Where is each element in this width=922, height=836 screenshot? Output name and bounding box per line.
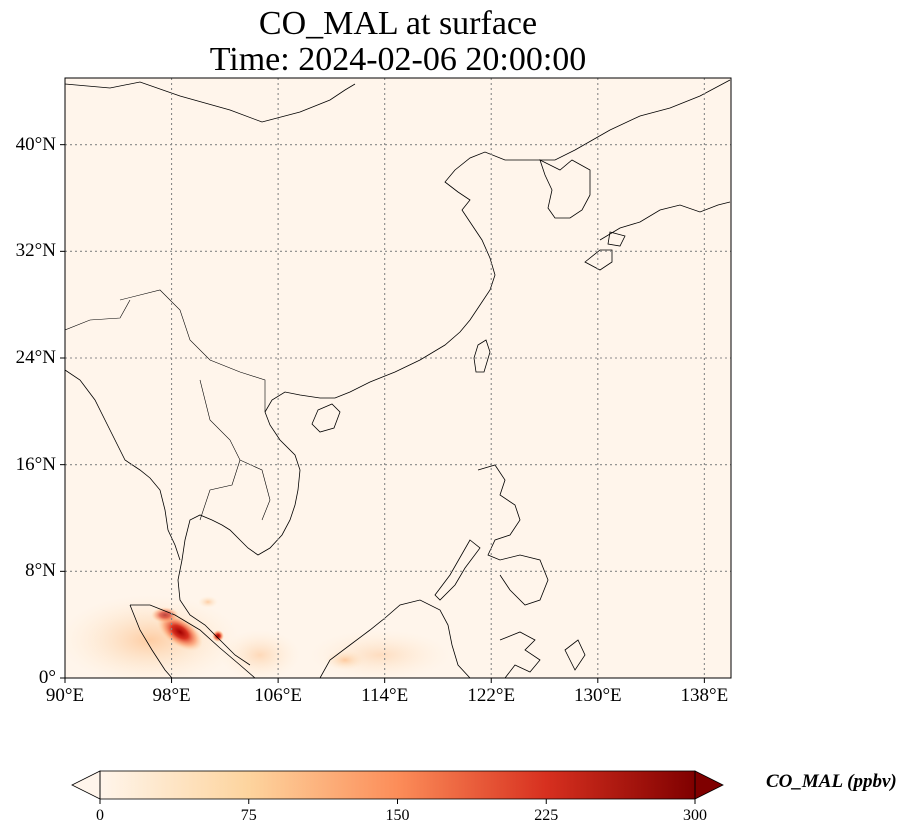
x-tick-label: 114°E — [361, 685, 409, 706]
map-gridlines — [65, 78, 731, 678]
y-tick-label: 0° — [38, 667, 56, 688]
x-tick-label: 90°E — [45, 685, 85, 706]
plot-title: CO_MAL at surface — [258, 5, 538, 42]
y-tick-label: 40°N — [15, 133, 56, 155]
colorbar — [71, 770, 724, 804]
x-tick-label: 122°E — [467, 685, 516, 706]
x-tick-label: 106°E — [254, 685, 302, 706]
colorbar-extend-max — [694, 770, 724, 800]
x-tick-label: 138°E — [680, 685, 729, 706]
y-tick-label: 32°N — [15, 240, 56, 262]
y-tick-label: 24°N — [15, 347, 56, 368]
colorbar-tick-label: 225 — [534, 807, 559, 824]
y-tick-label: 16°N — [15, 453, 56, 475]
map-frame — [64, 77, 732, 679]
colorbar-tick-label: 75 — [240, 807, 257, 824]
colorbar-tick-label: 300 — [683, 807, 707, 824]
plot-subtitle-time: Time: 2024-02-06 20:00:00 — [209, 41, 587, 78]
co-concentration-field — [65, 595, 450, 678]
x-tick-label: 130°E — [573, 685, 622, 706]
colorbar-tick-label: 0 — [96, 807, 104, 824]
x-tick-label: 98°E — [152, 685, 191, 706]
colorbar-tick-label: 150 — [385, 807, 410, 824]
colorbar-gradient — [100, 771, 695, 799]
colorbar-extend-min — [71, 770, 101, 800]
map-plot-area — [65, 78, 731, 678]
y-tick-label: 8°N — [25, 560, 56, 582]
axis-tick-marks — [60, 144, 705, 683]
colorbar-label: CO_MAL (ppbv) — [766, 771, 897, 792]
